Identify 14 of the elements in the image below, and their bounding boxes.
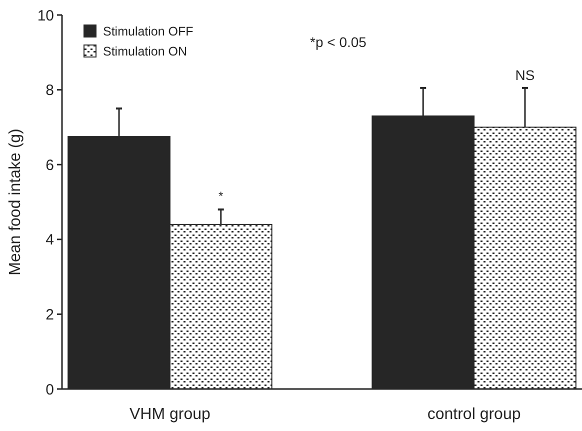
y-tick-label: 6: [46, 156, 54, 174]
y-tick-label: 0: [46, 381, 54, 398]
y-tick-label: 8: [46, 82, 54, 100]
legend-label: Stimulation OFF: [103, 24, 194, 38]
annotation: *p < 0.05: [310, 34, 367, 50]
y-tick-label: 2: [46, 306, 54, 324]
y-axis-title: Mean food intake (g): [7, 128, 24, 276]
legend-label: Stimulation ON: [103, 44, 188, 58]
y-tick-label: 4: [46, 232, 54, 249]
y-tick-label: 10: [37, 7, 54, 24]
x-tick-label: control group: [427, 406, 521, 423]
annotation: *: [218, 189, 224, 203]
annotation: NS: [515, 67, 535, 83]
x-tick-label: VHM group: [129, 406, 211, 423]
